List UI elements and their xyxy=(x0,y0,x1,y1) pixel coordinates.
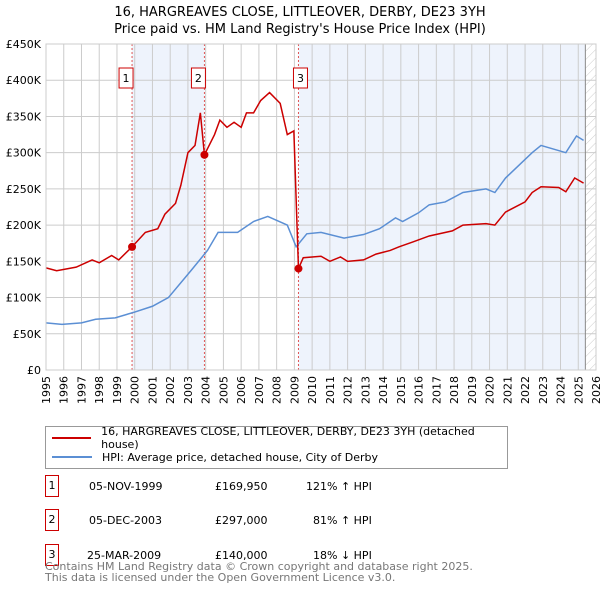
sale-point xyxy=(128,242,137,251)
sale-price: £140,000 xyxy=(215,549,268,562)
y-tick-label: £300K xyxy=(6,147,42,160)
sale-marker-label: 1 xyxy=(123,72,130,85)
x-tick-label: 2017 xyxy=(430,376,443,404)
shaded-period xyxy=(132,44,205,370)
sale-marker-label: 2 xyxy=(195,72,202,85)
sale-marker-label: 1 xyxy=(45,475,59,497)
x-tick-label: 2014 xyxy=(377,376,390,404)
sale-date: 25-MAR-2009 xyxy=(87,549,162,562)
y-tick-label: £100K xyxy=(6,292,42,305)
sale-price: £297,000 xyxy=(215,514,268,527)
hpi-line xyxy=(45,134,584,326)
legend-item-property: 16, HARGREAVES CLOSE, LITTLEOVER, DERBY,… xyxy=(52,425,507,451)
sale-hpi-diff: 121% ↑ HPI xyxy=(306,480,372,493)
forecast-hatch xyxy=(585,44,596,370)
sale-marker-box xyxy=(292,67,308,89)
x-tick-label: 1995 xyxy=(40,376,53,404)
x-tick-label: 1998 xyxy=(93,376,106,404)
x-tick-label: 2013 xyxy=(359,376,372,404)
x-tick-label: 2004 xyxy=(200,376,213,404)
x-tick-label: 2015 xyxy=(395,376,408,404)
x-tick-label: 2012 xyxy=(342,376,355,404)
legend-swatch-blue xyxy=(52,456,92,458)
x-tick-label: 2021 xyxy=(501,376,514,404)
sale-marker-label: 3 xyxy=(45,544,59,566)
table-row: 3 25-MAR-2009 £140,000 18% ↓ HPI xyxy=(45,544,465,566)
x-tick-label: 1996 xyxy=(58,376,71,404)
price-chart: 1995 1996 1997 1998 1999 2000 2001 2002 2003 2004… xyxy=(6,38,600,404)
y-tick-label: £450K xyxy=(6,38,42,51)
y-tick-label: £50K xyxy=(13,328,42,341)
y-tick-label: £350K xyxy=(6,110,42,123)
sale-marker-box xyxy=(118,67,134,89)
y-tick-label: £200K xyxy=(6,219,42,232)
x-tick-label: 2002 xyxy=(164,376,177,404)
sale-date: 05-NOV-1999 xyxy=(89,480,163,493)
sale-marker-label: 3 xyxy=(297,72,304,85)
y-tick-label: £150K xyxy=(6,255,42,268)
footer-licence: This data is licensed under the Open Gov… xyxy=(45,571,396,584)
title-line-1: 16, HARGREAVES CLOSE, LITTLEOVER, DERBY,… xyxy=(114,5,486,20)
x-tick-label: 1999 xyxy=(111,376,124,404)
x-tick-label: 2016 xyxy=(413,376,426,404)
sale-date: 05-DEC-2003 xyxy=(89,514,163,527)
legend-item-hpi: HPI: Average price, detached house, City… xyxy=(52,448,378,466)
sale-hpi-diff: 18% ↓ HPI xyxy=(313,549,372,562)
table-row: 1 05-NOV-1999 £169,950 121% ↑ HPI xyxy=(45,475,465,497)
chart-title: 16, HARGREAVES CLOSE, LITTLEOVER, DERBY,… xyxy=(0,4,600,38)
x-tick-label: 2019 xyxy=(466,376,479,404)
x-tick-label: 2003 xyxy=(182,376,195,404)
x-tick-label: 1997 xyxy=(75,376,88,404)
sale-marker-label: 2 xyxy=(45,509,59,531)
x-tick-label: 2000 xyxy=(129,376,142,404)
y-tick-label: £400K xyxy=(6,74,42,87)
sale-marker-box xyxy=(190,67,206,89)
x-tick-label: 2005 xyxy=(217,376,230,404)
footer-copyright: Contains HM Land Registry data © Crown c… xyxy=(45,560,473,573)
sale-price: £169,950 xyxy=(215,480,268,493)
x-tick-label: 2006 xyxy=(235,376,248,404)
y-tick-label: £0 xyxy=(27,364,41,377)
x-tick-label: 2025 xyxy=(572,376,585,404)
x-tick-label: 2009 xyxy=(288,376,301,404)
x-tick-label: 2022 xyxy=(519,376,532,404)
sale-point xyxy=(294,264,303,273)
sale-point xyxy=(200,150,209,159)
plot-frame xyxy=(45,43,597,371)
title-line-2: Price paid vs. HM Land Registry's House … xyxy=(114,22,486,37)
x-tick-label: 2024 xyxy=(555,376,568,404)
legend-label: 16, HARGREAVES CLOSE, LITTLEOVER, DERBY,… xyxy=(101,425,475,451)
legend-label: HPI: Average price, detached house, City… xyxy=(102,450,379,464)
legend: 16, HARGREAVES CLOSE, LITTLEOVER, DERBY,… xyxy=(45,425,508,469)
x-tick-label: 2010 xyxy=(306,376,319,404)
x-tick-label: 2008 xyxy=(271,376,284,404)
x-tick-label: 2018 xyxy=(448,376,461,404)
sale-hpi-diff: 81% ↑ HPI xyxy=(313,514,372,527)
x-tick-label: 2007 xyxy=(253,376,266,404)
x-tick-label: 2026 xyxy=(590,376,600,404)
price-paid-line xyxy=(45,91,584,272)
x-tick-label: 2020 xyxy=(484,376,497,404)
x-tick-label: 2011 xyxy=(324,376,337,404)
table-row: 2 05-DEC-2003 £297,000 81% ↑ HPI xyxy=(45,509,465,531)
shaded-period xyxy=(298,44,586,370)
y-tick-label: £250K xyxy=(6,183,42,196)
x-tick-label: 2001 xyxy=(146,376,159,404)
legend-swatch-red xyxy=(52,437,92,439)
x-tick-label: 2023 xyxy=(537,376,550,404)
